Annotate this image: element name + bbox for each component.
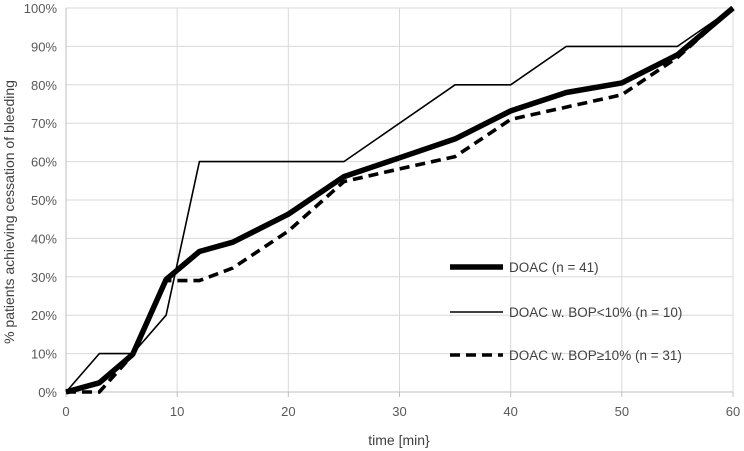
y-tick-label-40: 40% <box>31 231 57 246</box>
legend-label-2: DOAC w. BOP<10% (n = 10) <box>509 305 682 320</box>
axes <box>65 8 734 397</box>
y-tick-label-50: 50% <box>31 193 57 208</box>
y-tick-label-80: 80% <box>31 78 57 93</box>
y-tick-label-60: 60% <box>31 155 57 170</box>
data-series <box>65 5 735 395</box>
y-tick-label-20: 20% <box>31 308 57 323</box>
x-tick-label-30: 30 <box>392 404 406 419</box>
x-tick-labels: 0 10 20 30 40 50 60 <box>62 404 740 419</box>
y-tick-label-90: 90% <box>31 39 57 54</box>
y-tick-label-100: 100% <box>24 1 58 16</box>
series-line-2 <box>65 7 734 393</box>
y-tick-labels: 0% 10% 20% 30% 40% 50% 60% 70% 80% 90% 100% <box>24 1 58 400</box>
x-tick-label-20: 20 <box>281 404 295 419</box>
legend-label-3: DOAC w. BOP≥10% (n = 31) <box>509 348 682 363</box>
x-tick-label-0: 0 <box>62 404 69 419</box>
x-tick-label-50: 50 <box>615 404 629 419</box>
y-tick-label-70: 70% <box>31 116 57 131</box>
x-tick-label-40: 40 <box>503 404 517 419</box>
series-line-3 <box>66 6 735 394</box>
legend: DOAC (n = 41) DOAC w. BOP<10% (n = 10) DOA… <box>450 260 682 363</box>
series-line-1 <box>65 5 735 395</box>
x-axis-title: time [min} <box>368 432 430 448</box>
x-tick-label-60: 60 <box>726 404 740 419</box>
y-tick-label-10: 10% <box>31 347 57 362</box>
gridlines <box>66 7 734 392</box>
y-axis-title: % patients achieving cessation of bleedi… <box>1 80 17 344</box>
y-tick-label-30: 30% <box>31 270 57 285</box>
legend-label-1: DOAC (n = 41) <box>509 260 599 275</box>
x-tick-label-10: 10 <box>170 404 184 419</box>
y-tick-label-0: 0% <box>38 385 57 400</box>
